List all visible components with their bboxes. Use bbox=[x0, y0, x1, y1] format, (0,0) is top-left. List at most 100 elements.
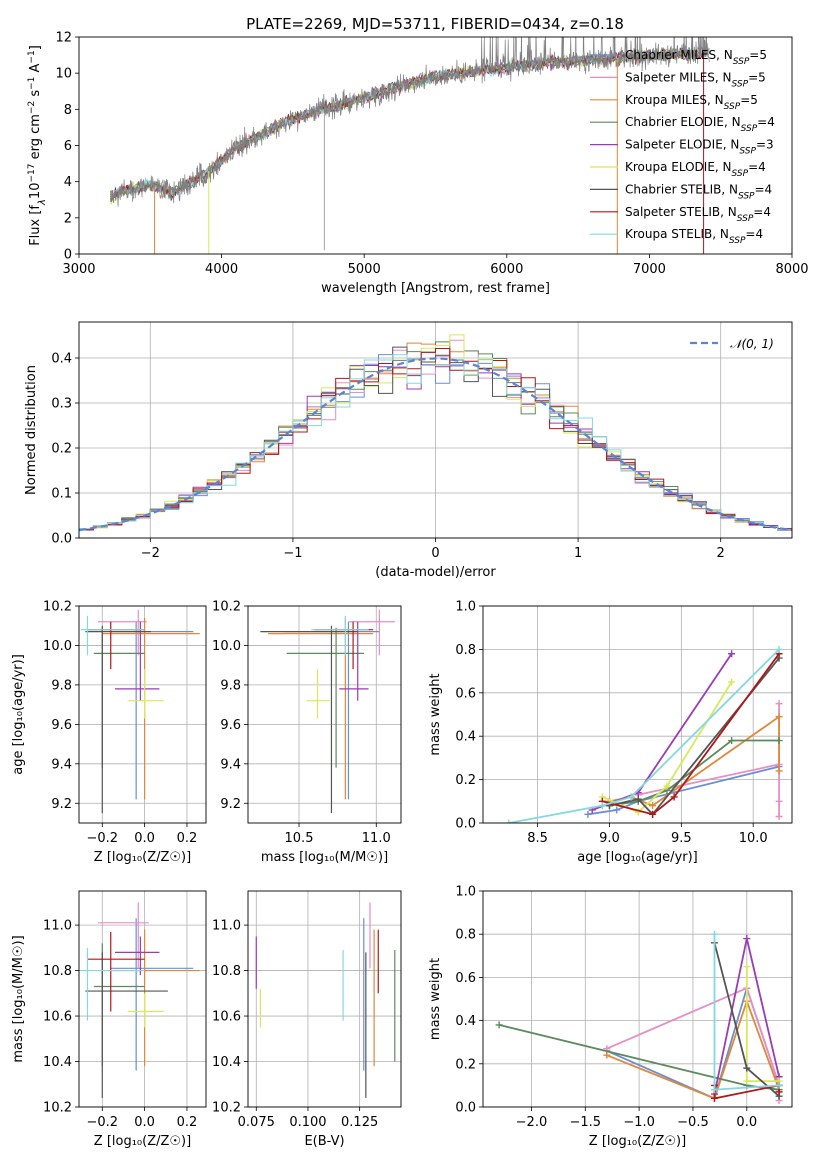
age_vs_Z-xlabel: Z [log₁₀(Z/Z☉)] bbox=[94, 850, 191, 865]
weight-marker-kroupa-stelib bbox=[710, 930, 718, 938]
legend-entry: Kroupa MILES, NSSP=5 bbox=[625, 93, 758, 112]
weight-marker-salpeter-elodie bbox=[728, 650, 736, 658]
legend-entry: Salpeter ELODIE, NSSP=3 bbox=[625, 138, 774, 157]
spectrum-xtick-label: 4000 bbox=[205, 262, 238, 277]
mass_vs_Z-ytick-label: 10.4 bbox=[43, 1055, 72, 1070]
weight_vs_age-ytick-label: 0.2 bbox=[455, 773, 476, 788]
spectrum-xtick-label: 7000 bbox=[633, 262, 666, 277]
weight-marker-chabrier-elodie bbox=[495, 1021, 503, 1029]
legend-suffix: =4 bbox=[753, 205, 771, 219]
weight_vs_Z-ytick-label: 0.8 bbox=[455, 928, 476, 943]
mass_vs_ebv-ytick-label: 10.8 bbox=[212, 964, 241, 979]
weight_vs_age-ytick-label: 0.8 bbox=[455, 643, 476, 658]
age_vs_Z-plot-area bbox=[81, 609, 200, 814]
weight-marker-kroupa-elodie bbox=[663, 782, 671, 790]
weight-marker-chabrier-stelib bbox=[743, 1064, 751, 1072]
legend-suffix: =4 bbox=[745, 227, 763, 241]
weight-marker-salpeter-miles bbox=[775, 812, 783, 820]
age_vs_Z-ytick-label: 10.2 bbox=[43, 600, 72, 615]
weight-marker-chabrier-miles bbox=[584, 810, 592, 818]
residuals-frame bbox=[78, 321, 793, 539]
weight-marker-kroupa-stelib bbox=[505, 819, 513, 823]
legend-prefix: Chabrier ELODIE, N bbox=[625, 115, 741, 129]
mass_vs_ebv-frame bbox=[247, 890, 402, 1108]
weight_vs_age-xtick-label: 10.0 bbox=[739, 831, 768, 846]
weight-marker-kroupa-miles bbox=[775, 767, 783, 775]
legend-entry: Chabrier STELIB, NSSP=4 bbox=[625, 182, 772, 201]
legend-sub: SSP bbox=[739, 147, 756, 157]
legend-entry: Kroupa STELIB, NSSP=4 bbox=[625, 227, 763, 246]
ylabel-part: ] bbox=[28, 45, 43, 50]
age_vs_mass-xlabel: mass [log₁₀(M/M☉)] bbox=[261, 850, 388, 865]
weight_vs_age-ylabel: mass weight bbox=[428, 673, 443, 755]
spectrum-xtick-label: 6000 bbox=[490, 262, 523, 277]
age_vs_mass-xtick-label: 11.0 bbox=[362, 831, 391, 846]
weight_vs_Z-xtick-label: −0.5 bbox=[677, 1115, 709, 1130]
mass_vs_Z-xlabel: Z [log₁₀(Z/Z☉)] bbox=[94, 1134, 191, 1149]
residuals-ytick-label: 0.2 bbox=[51, 442, 72, 457]
age_vs_mass-plot-area bbox=[260, 609, 395, 814]
mass_vs_ebv-ytick-label: 10.6 bbox=[212, 1010, 241, 1025]
age_vs_Z-ytick-label: 9.6 bbox=[51, 718, 72, 733]
legend-sub: SSP bbox=[724, 102, 741, 112]
spectrum-frame bbox=[78, 36, 793, 255]
residuals-axes: −2 −1 0 1 2 0.0 0.1 0.2 0.3 0.4 (data-model)/error… bbox=[24, 321, 793, 580]
legend-entry: Kroupa ELODIE, NSSP=4 bbox=[625, 160, 766, 179]
age_vs_Z-ylabel: age [log₁₀(age/yr)] bbox=[11, 654, 26, 775]
age_vs_mass-ytick-label: 9.4 bbox=[220, 757, 241, 772]
legend-suffix: =5 bbox=[749, 48, 767, 62]
weight-marker-salpeter-stelib bbox=[649, 810, 657, 818]
legend-sub: SSP bbox=[737, 214, 754, 224]
legend-sub: SSP bbox=[733, 57, 750, 67]
legend-entry: Chabrier ELODIE, NSSP=4 bbox=[625, 115, 775, 134]
spectrum-xlabel: wavelength [Angstrom, rest frame] bbox=[321, 281, 550, 296]
mass_vs_ebv-xlabel: E(B-V) bbox=[304, 1134, 344, 1149]
residuals-xtick-label: −1 bbox=[283, 546, 302, 561]
weight-marker-kroupa-elodie bbox=[743, 1077, 751, 1085]
spectrum-plot-area bbox=[110, 37, 710, 254]
weight-marker-kroupa-stelib bbox=[598, 802, 606, 810]
age_vs_Z-ytick-label: 9.2 bbox=[51, 797, 72, 812]
mass_vs_ebv-axes: 0.075 0.100 0.125 10.2 10.4 10.6 10.8 11.0 E(B-V… bbox=[212, 890, 402, 1149]
spectrum-ytick-label: 12 bbox=[55, 31, 72, 46]
ylabel-part: 10 bbox=[28, 183, 43, 200]
mass_vs_ebv-plot-area bbox=[255, 902, 396, 1098]
mass_vs_ebv-ytick-label: 10.4 bbox=[212, 1055, 241, 1070]
weight-line-kroupa-miles bbox=[606, 998, 780, 1100]
weight_vs_age-ytick-label: 0.4 bbox=[455, 730, 476, 745]
weight_vs_age-ytick-label: 0.6 bbox=[455, 686, 476, 701]
legend-sub: SSP bbox=[732, 79, 749, 89]
mass_vs_ebv-xtick-label: 0.075 bbox=[238, 1115, 275, 1130]
weight_vs_age-ytick-label: 1.0 bbox=[455, 600, 476, 615]
spectrum-ytick-label: 0 bbox=[64, 248, 72, 263]
weight-marker-chabrier-miles bbox=[613, 806, 621, 814]
mass_vs_Z-xtick-label: 0.2 bbox=[177, 1115, 198, 1130]
weight_vs_Z-ytick-label: 0.2 bbox=[455, 1057, 476, 1072]
weight-marker-salpeter-miles bbox=[775, 700, 783, 708]
weight_vs_age-xtick-label: 8.5 bbox=[527, 831, 548, 846]
residuals-ytick-label: 0.4 bbox=[51, 352, 72, 367]
spectrum-ytick-label: 2 bbox=[64, 211, 72, 226]
figure-title: PLATE=2269, MJD=53711, FIBERID=0434, z=0… bbox=[246, 15, 624, 33]
mass_vs_ebv-ytick-label: 10.2 bbox=[212, 1101, 241, 1116]
age_vs_mass-ytick-label: 10.2 bbox=[212, 600, 241, 615]
weight_vs_Z-ytick-label: 1.0 bbox=[455, 885, 476, 900]
weight_vs_Z-ylabel: mass weight bbox=[428, 958, 443, 1040]
residuals-xtick-label: 2 bbox=[717, 546, 725, 561]
age_vs_Z-ytick-label: 9.8 bbox=[51, 678, 72, 693]
residuals-xlabel: (data-model)/error bbox=[375, 565, 496, 580]
weight_vs_Z-ytick-label: 0.4 bbox=[455, 1014, 476, 1029]
weight-line-kroupa-elodie bbox=[601, 681, 733, 814]
weight-marker-salpeter-stelib bbox=[775, 1088, 783, 1096]
ylabel-part: −1 bbox=[27, 77, 37, 90]
gaussian-legend-label: 𝒩(0, 1) bbox=[730, 337, 774, 351]
weight_vs_Z-xtick-label: −2.0 bbox=[516, 1115, 548, 1130]
age_vs_mass-ytick-label: 9.6 bbox=[220, 718, 241, 733]
residuals-ytick-label: 0.1 bbox=[51, 487, 72, 502]
weight-marker-chabrier-elodie bbox=[728, 737, 736, 745]
legend-sub: SSP bbox=[729, 236, 746, 246]
mass_vs_Z-ylabel: mass [log₁₀(M/M☉)] bbox=[11, 935, 26, 1062]
legend-suffix: =4 bbox=[755, 182, 773, 196]
